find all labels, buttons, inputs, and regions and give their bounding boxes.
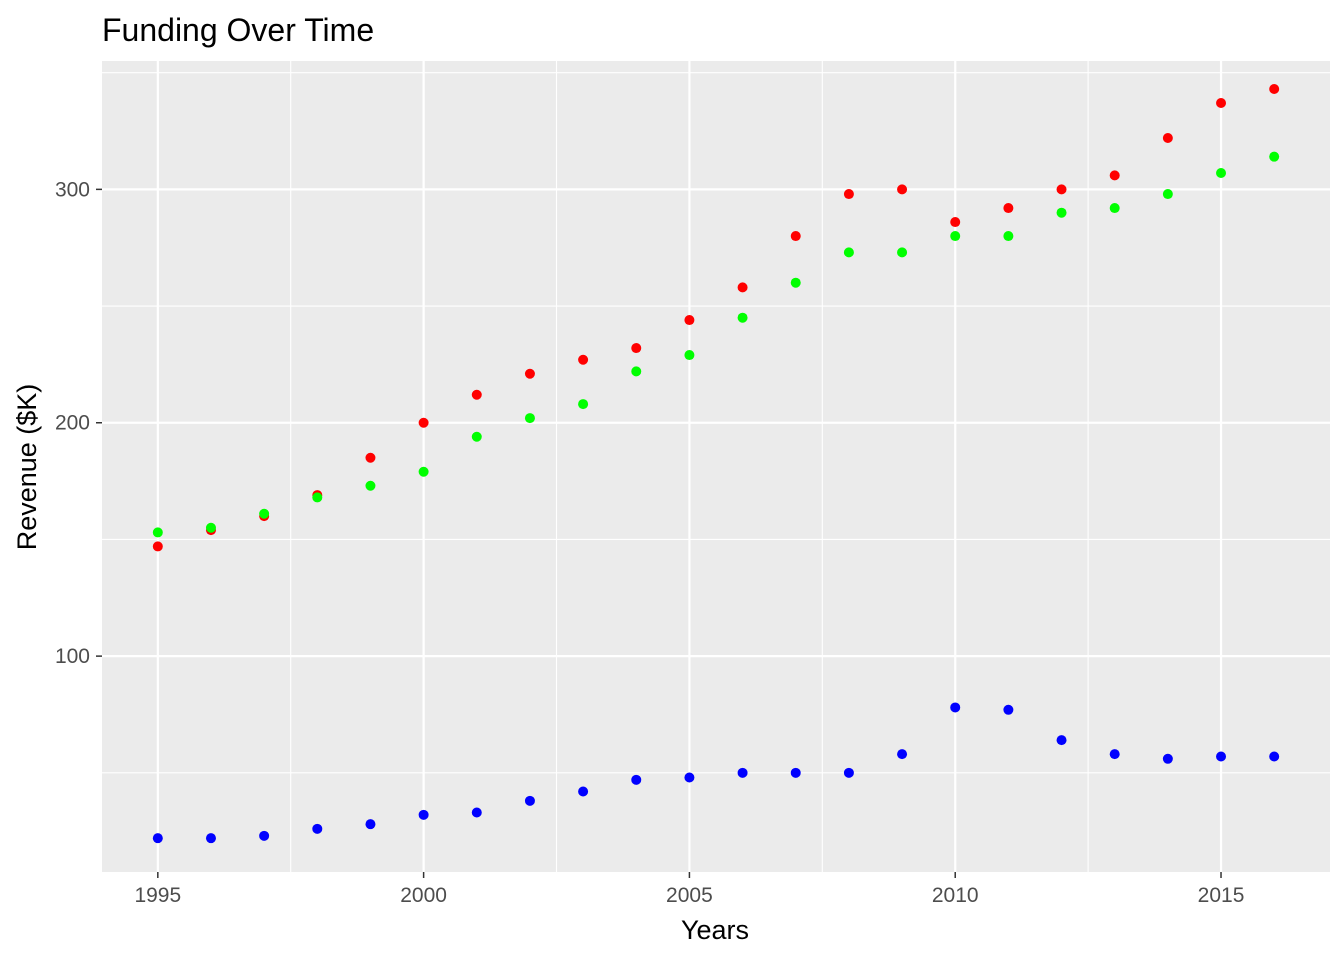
data-point-series-1 [1109, 170, 1120, 181]
x-tick-label: 2015 [1198, 884, 1245, 907]
data-point-series-3 [1056, 735, 1067, 746]
x-tick-label: 2005 [666, 884, 713, 907]
data-point-series-1 [843, 189, 854, 200]
data-point-series-3 [1269, 751, 1280, 762]
data-point-series-1 [684, 315, 695, 326]
data-point-series-2 [737, 312, 748, 323]
data-point-series-3 [259, 830, 270, 841]
y-axis-title: Revenue ($K) [12, 384, 42, 551]
data-point-series-3 [152, 833, 163, 844]
data-point-series-2 [365, 480, 376, 491]
data-point-series-2 [1003, 231, 1014, 242]
data-point-series-1 [1056, 184, 1067, 195]
data-point-series-2 [1269, 151, 1280, 162]
data-point-series-2 [578, 399, 589, 410]
data-point-series-3 [684, 772, 695, 783]
data-point-series-3 [897, 749, 908, 760]
data-point-series-3 [471, 807, 482, 818]
data-point-series-2 [524, 413, 535, 424]
data-point-series-3 [843, 767, 854, 778]
x-axis: 1995 2000 2005 2010 2015 [134, 872, 1244, 907]
data-point-series-3 [1003, 704, 1014, 715]
data-point-series-1 [1216, 98, 1227, 109]
major-gridlines [102, 61, 1330, 872]
data-point-series-1 [1162, 133, 1173, 144]
data-point-series-1 [1003, 203, 1014, 214]
data-point-series-1 [365, 452, 376, 463]
x-tick-label: 2000 [400, 884, 447, 907]
data-point-series-2 [418, 466, 429, 477]
data-point-series-2 [1109, 203, 1120, 214]
data-point-series-3 [205, 833, 216, 844]
data-point-series-1 [152, 541, 163, 552]
data-point-series-2 [684, 350, 695, 361]
x-tick-label: 1995 [134, 884, 181, 907]
data-point-series-2 [471, 431, 482, 442]
data-point-series-3 [524, 795, 535, 806]
data-point-series-3 [418, 809, 429, 820]
data-point-series-3 [737, 767, 748, 778]
data-point-series-1 [950, 217, 961, 228]
data-point-series-2 [259, 508, 270, 519]
data-point-series-3 [578, 786, 589, 797]
data-point-series-3 [790, 767, 801, 778]
data-point-series-2 [631, 366, 642, 377]
data-point-series-1 [737, 282, 748, 293]
data-point-series-2 [1056, 207, 1067, 218]
y-tick-label: 200 [55, 412, 90, 435]
data-point-series-2 [950, 231, 961, 242]
data-point-series-2 [205, 522, 216, 533]
data-point-series-1 [471, 389, 482, 400]
data-point-series-1 [1269, 84, 1280, 95]
data-point-series-2 [1162, 189, 1173, 200]
y-axis: 100 200 300 [55, 178, 102, 668]
data-point-series-1 [897, 184, 908, 195]
data-points [152, 84, 1280, 844]
data-point-series-3 [365, 819, 376, 830]
y-tick-label: 300 [55, 178, 90, 201]
data-point-series-2 [1216, 168, 1227, 179]
data-point-series-1 [631, 343, 642, 354]
data-point-series-2 [843, 247, 854, 258]
data-point-series-3 [312, 823, 323, 834]
data-point-series-3 [950, 702, 961, 713]
data-point-series-2 [790, 277, 801, 288]
plot-panel [102, 61, 1330, 872]
data-point-series-1 [418, 417, 429, 428]
data-point-series-1 [524, 368, 535, 379]
x-tick-label: 2010 [932, 884, 979, 907]
data-point-series-3 [1109, 749, 1120, 760]
y-tick-label: 100 [55, 645, 90, 668]
chart-title: Funding Over Time [102, 12, 374, 48]
x-axis-title: Years [681, 915, 749, 945]
data-point-series-2 [312, 492, 323, 503]
data-point-series-1 [790, 231, 801, 242]
data-point-series-2 [152, 527, 163, 538]
minor-gridlines [102, 61, 1330, 872]
data-point-series-1 [578, 354, 589, 365]
data-point-series-2 [897, 247, 908, 258]
data-point-series-3 [1216, 751, 1227, 762]
data-point-series-3 [631, 774, 642, 785]
data-point-series-3 [1162, 753, 1173, 764]
